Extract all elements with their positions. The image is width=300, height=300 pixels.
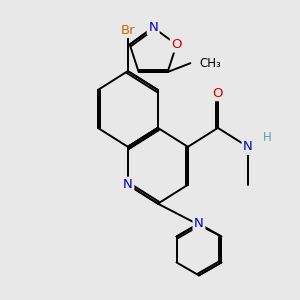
Text: Br: Br	[121, 23, 135, 37]
Text: N: N	[243, 140, 253, 153]
Text: N: N	[194, 217, 204, 230]
Text: O: O	[171, 38, 182, 51]
Text: N: N	[123, 178, 133, 191]
Text: H: H	[262, 131, 271, 144]
Text: CH₃: CH₃	[199, 57, 221, 70]
Text: N: N	[148, 21, 158, 34]
Text: O: O	[213, 87, 223, 100]
